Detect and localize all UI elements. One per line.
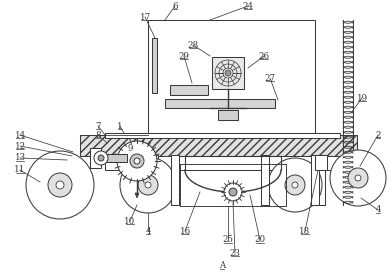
- Circle shape: [348, 168, 368, 188]
- Text: 14: 14: [14, 130, 26, 140]
- Text: 7: 7: [95, 121, 101, 130]
- Text: 11: 11: [14, 165, 26, 175]
- Bar: [152, 38, 157, 93]
- Text: 24: 24: [243, 1, 254, 11]
- Circle shape: [145, 182, 151, 188]
- Bar: [261, 155, 269, 205]
- Text: 6: 6: [172, 1, 178, 11]
- Text: 13: 13: [14, 153, 25, 163]
- Circle shape: [355, 175, 361, 181]
- Text: 9: 9: [127, 143, 133, 153]
- Bar: [105, 156, 340, 170]
- Bar: [180, 164, 286, 206]
- Circle shape: [117, 141, 157, 181]
- Circle shape: [130, 154, 144, 168]
- Bar: [315, 155, 325, 205]
- Text: 25: 25: [223, 235, 234, 244]
- Text: 4: 4: [375, 205, 381, 215]
- Bar: [148, 155, 158, 205]
- Bar: [311, 155, 319, 205]
- Text: 26: 26: [259, 51, 269, 61]
- Text: 20: 20: [254, 235, 266, 244]
- Circle shape: [229, 188, 237, 196]
- Bar: [218, 110, 238, 120]
- Bar: [165, 99, 275, 108]
- Bar: [171, 155, 179, 205]
- Text: 10: 10: [124, 217, 136, 225]
- Bar: [315, 155, 327, 170]
- Polygon shape: [135, 193, 139, 198]
- Text: 2: 2: [375, 130, 381, 140]
- Text: A: A: [219, 262, 225, 270]
- Circle shape: [134, 158, 140, 164]
- Text: 23: 23: [230, 249, 241, 257]
- Circle shape: [138, 175, 158, 195]
- Circle shape: [225, 70, 231, 76]
- Bar: [148, 20, 315, 135]
- Text: 18: 18: [300, 227, 310, 235]
- Bar: [90, 148, 101, 168]
- Text: 17: 17: [140, 13, 151, 21]
- Circle shape: [26, 151, 94, 219]
- Bar: [105, 133, 340, 138]
- Bar: [99, 154, 127, 162]
- Circle shape: [330, 150, 386, 206]
- Text: 12: 12: [14, 142, 26, 150]
- Circle shape: [292, 182, 298, 188]
- Text: 28: 28: [188, 41, 199, 49]
- Circle shape: [48, 173, 72, 197]
- Bar: [80, 135, 357, 156]
- Text: 1: 1: [117, 121, 123, 130]
- Text: 8: 8: [95, 130, 101, 140]
- Circle shape: [98, 155, 104, 161]
- Circle shape: [94, 151, 108, 165]
- Text: 19: 19: [356, 93, 367, 103]
- Text: 29: 29: [179, 51, 190, 61]
- Text: 16: 16: [179, 227, 191, 235]
- Circle shape: [285, 175, 305, 195]
- Bar: [212, 57, 244, 89]
- Circle shape: [224, 183, 242, 201]
- Text: 4: 4: [145, 227, 151, 235]
- Text: 27: 27: [264, 73, 275, 83]
- Circle shape: [268, 158, 322, 212]
- Circle shape: [120, 157, 176, 213]
- Circle shape: [56, 181, 64, 189]
- Bar: [180, 164, 286, 206]
- Bar: [170, 85, 208, 95]
